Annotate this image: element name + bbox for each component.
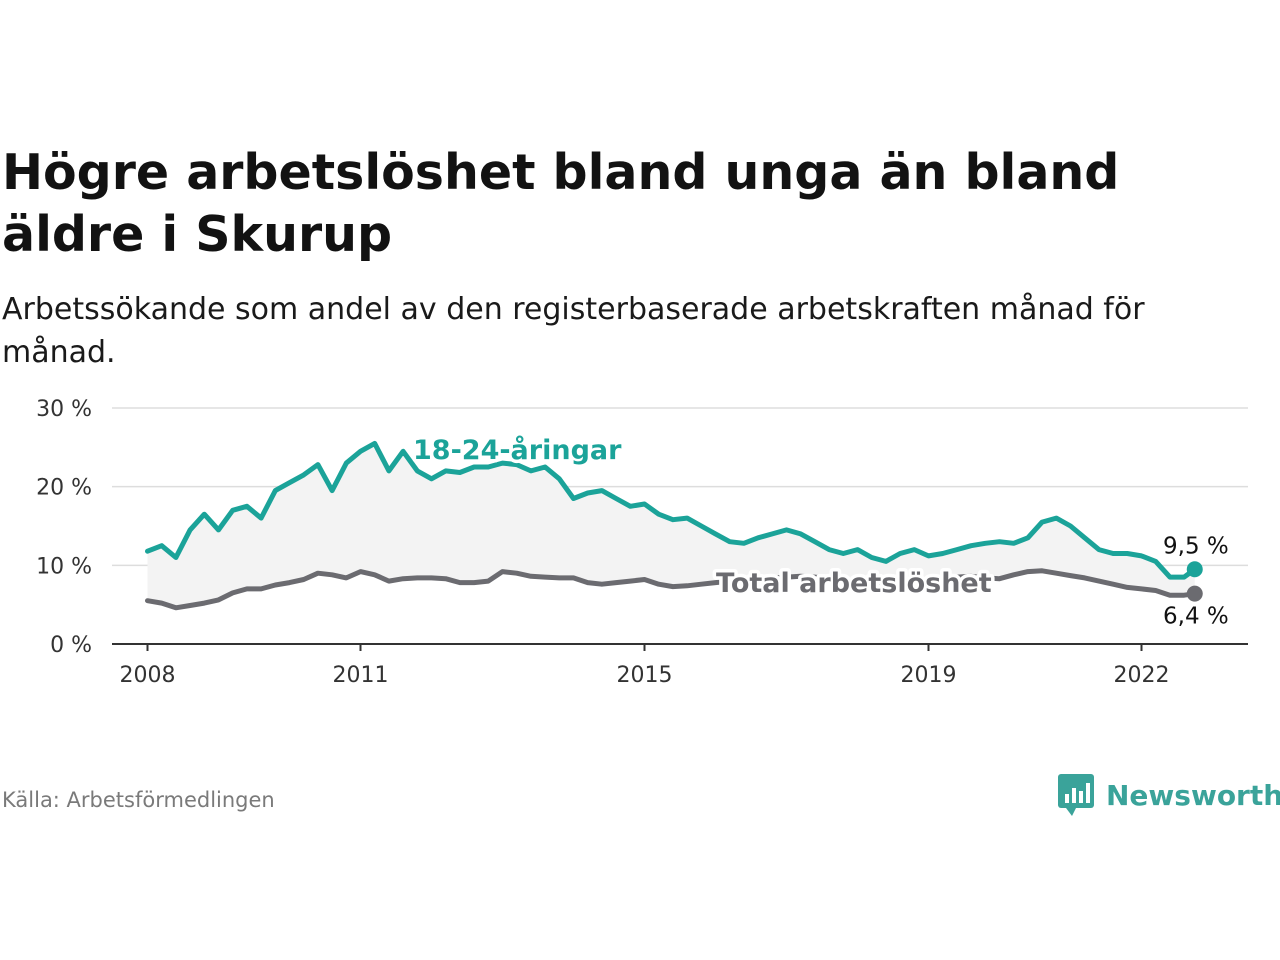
- line-chart: 0 % 10 % 20 % 30 % 2008 2011 2015 2019 2022 18-2…: [36, 397, 1248, 688]
- total-end-value-label: 6,4 %: [1163, 604, 1229, 630]
- series-labels: 18-24-åringar Total arbetslöshet 9,5 % 6,4 …: [410, 431, 1229, 630]
- brand-name: Newsworthy: [1106, 778, 1280, 812]
- y-tick-label: 20 %: [36, 476, 92, 501]
- x-tick-label: 2011: [333, 663, 389, 688]
- chart-subtitle: Arbetssökande som andel av den registerb…: [2, 292, 1145, 370]
- youth-unemployment-line: [145, 440, 1198, 580]
- range-band: [147, 443, 1195, 608]
- youth-unemployment-end-dot: [1186, 561, 1203, 578]
- total-series-label: Total arbetslöshet: [716, 568, 992, 599]
- youth-end-value-label: 9,5 %: [1163, 533, 1229, 559]
- x-tick-label: 2015: [617, 663, 673, 688]
- chart-title: Högre arbetslöshet bland unga än bland ä…: [2, 144, 1120, 263]
- x-tick-label: 2019: [901, 663, 957, 688]
- axes: 0 % 10 % 20 % 30 % 2008 2011 2015 2019 2022: [36, 397, 1248, 688]
- total-unemployment-line: [145, 568, 1198, 611]
- x-tick-label: 2008: [120, 663, 176, 688]
- source-note: Källa: Arbetsförmedlingen: [2, 788, 275, 812]
- series-lines: [145, 440, 1203, 611]
- y-tick-label: 10 %: [36, 554, 92, 579]
- newsworthy-logo-icon: [1058, 774, 1094, 816]
- youth-series-label: 18-24-åringar: [413, 434, 622, 466]
- x-tick-label: 2022: [1114, 663, 1170, 688]
- y-tick-label: 30 %: [36, 397, 92, 422]
- brand-logo[interactable]: Newsworthy: [1058, 772, 1280, 818]
- y-tick-label: 0 %: [50, 633, 92, 658]
- total-unemployment-end-dot: [1186, 585, 1203, 602]
